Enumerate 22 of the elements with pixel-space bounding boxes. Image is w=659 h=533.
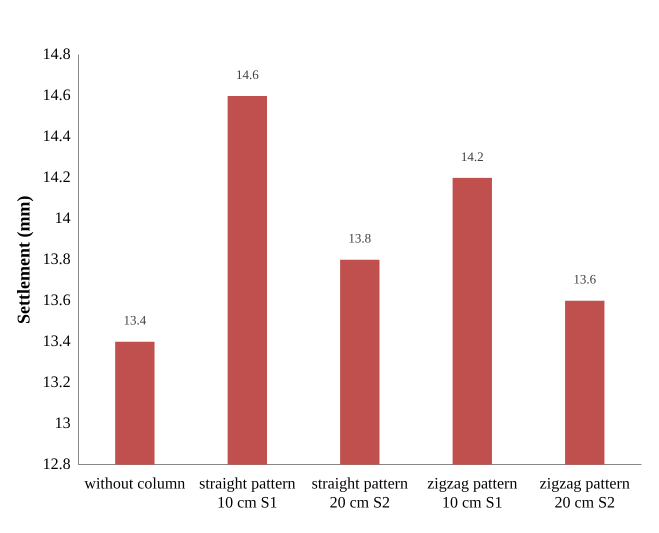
- data-label: 13.6: [573, 272, 597, 287]
- y-tick-label: 14.2: [42, 169, 71, 186]
- data-label: 14.2: [460, 148, 484, 164]
- x-tick-label: without column: [84, 475, 186, 492]
- y-tick-label: 13.6: [42, 292, 71, 309]
- y-tick-label: 14.6: [42, 87, 71, 104]
- y-tick-label: 13: [54, 414, 71, 432]
- y-tick-label: 14.8: [42, 46, 71, 64]
- data-label: 13.8: [348, 230, 372, 246]
- x-tick-label: zigzag pattern 10 cm S1: [427, 475, 518, 512]
- y-tick-label: 12.8: [42, 456, 71, 473]
- x-tick-label: straight pattern 10 cm S1: [199, 475, 296, 512]
- y-tick-label: 13.8: [42, 251, 71, 268]
- y-tick-label: 13.2: [42, 374, 71, 391]
- data-label: 14.6: [236, 66, 260, 82]
- y-axis-title: Settlement (mm): [13, 196, 34, 324]
- data-label: 13.4: [123, 312, 147, 328]
- x-tick-label: straight pattern 20 cm S2: [312, 475, 408, 512]
- x-tick-label: zigzag pattern 20 cm S2: [540, 475, 630, 512]
- y-tick-label: 13.4: [42, 332, 71, 350]
- y-tick-label: 14.4: [42, 128, 71, 146]
- y-tick-label: 14: [54, 210, 71, 228]
